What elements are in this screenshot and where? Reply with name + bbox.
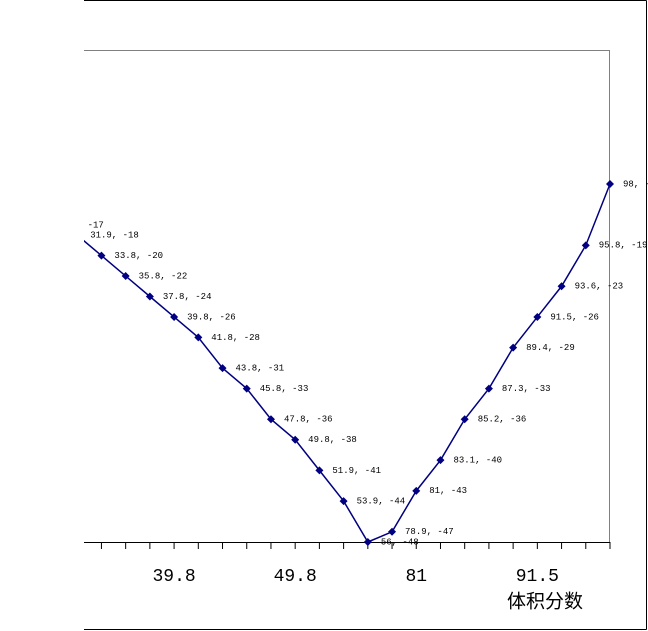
x-tick-label: 49.8 [274, 567, 317, 587]
marker [121, 272, 130, 281]
marker [194, 333, 203, 342]
data-label: 37.8, -24 [163, 292, 212, 302]
data-label: 53.9, -44 [357, 496, 406, 506]
data-label: 41.8, -28 [211, 333, 260, 343]
marker [218, 364, 227, 373]
data-label: 30, -17 [66, 220, 104, 230]
data-label: 78.9, -47 [405, 527, 454, 537]
plot-border [84, 50, 610, 542]
data-label: 45.8, -33 [260, 384, 309, 394]
marker [460, 415, 469, 424]
data-label: 95.8, -19 [599, 241, 648, 251]
marker [436, 456, 445, 465]
data-label: 93.6, -23 [575, 282, 624, 292]
marker [581, 241, 590, 250]
marker [73, 231, 81, 239]
marker [388, 527, 397, 536]
marker [315, 466, 324, 475]
data-label: 56, -48 [381, 537, 419, 547]
marker [266, 415, 275, 424]
data-label: 85.2, -36 [478, 415, 527, 425]
data-label: 98, -13 [623, 179, 648, 189]
data-label: 89.4, -29 [526, 343, 575, 353]
marker [412, 486, 421, 495]
x-tick-label: 81 [405, 567, 427, 587]
x-tick-label: 91.5 [516, 567, 559, 587]
data-label: 39.8, -26 [187, 312, 236, 322]
marker [49, 221, 57, 229]
x-axis-label: 体积分数 [507, 591, 583, 613]
marker [533, 312, 542, 321]
marker [242, 384, 251, 393]
marker [291, 435, 300, 444]
marker [170, 312, 179, 321]
data-label: 91.5, -26 [550, 312, 599, 322]
data-label: 33.8, -20 [114, 251, 163, 261]
marker [509, 343, 518, 352]
marker [606, 179, 614, 188]
marker [557, 282, 566, 291]
marker [363, 538, 372, 546]
data-label: 83.1, -40 [453, 456, 502, 466]
data-label: 35.8, -22 [139, 271, 188, 281]
data-label: 43.8, -31 [236, 363, 285, 373]
x-tick-label: 39.8 [152, 567, 195, 587]
data-label: 81, -43 [429, 486, 467, 496]
marker [484, 384, 493, 393]
data-label: 31.9, -18 [90, 231, 139, 241]
data-label: 87.3, -33 [502, 384, 551, 394]
data-label: 47.8, -36 [284, 415, 333, 425]
line [84, 183, 611, 543]
data-label: 51.9, -41 [332, 466, 381, 476]
marker [339, 497, 348, 506]
marker [97, 251, 106, 260]
marker [145, 292, 154, 301]
data-label: 49.8, -38 [308, 435, 357, 445]
